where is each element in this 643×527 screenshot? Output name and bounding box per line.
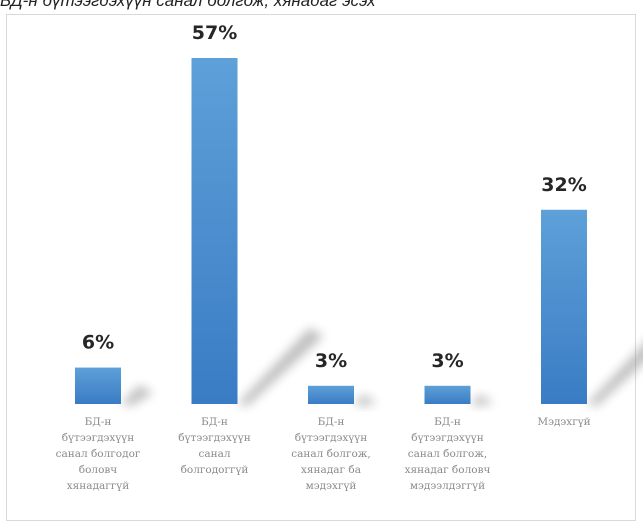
bar xyxy=(75,367,121,404)
category-label: БД-н бүтээгдэхүүн санал болгож, хянадаг ба м… xyxy=(291,416,371,492)
category-label: БД-н бүтээгдэхүүн санал болгодоггүй xyxy=(178,416,250,476)
category-label-line: санал xyxy=(198,448,230,460)
bar xyxy=(308,385,354,404)
category-label: БД-н бүтээгдэхүүн санал болгож, хянадаг бол… xyxy=(405,416,491,492)
category-label-line: боловч xyxy=(79,464,118,476)
data-label: 3% xyxy=(431,350,463,372)
category-label-line: мэдэхгүй xyxy=(306,480,357,492)
category-label: Мэдэхгүй xyxy=(537,416,590,428)
category-label-line: бүтээгдэхүүн xyxy=(295,432,367,444)
category-label-line: хянадаг ба xyxy=(301,464,361,476)
category-label-line: хянадаггүй xyxy=(67,480,129,492)
category-label-line: хянадаг боловч xyxy=(405,464,491,476)
category-label-line: бүтээгдэхүүн xyxy=(411,432,483,444)
category-label-line: санал болгож, xyxy=(408,448,488,460)
category-label-line: бүтээгдэхүүн xyxy=(178,432,250,444)
category-label-line: болгодоггүй xyxy=(181,464,249,476)
bar-shadow xyxy=(237,328,324,406)
data-label: 6% xyxy=(82,332,114,354)
category-label-line: Мэдэхгүй xyxy=(537,416,590,428)
category-label-line: санал болгож, xyxy=(291,448,371,460)
category-label-line: санал болгодог xyxy=(56,448,141,460)
category-label: БД-н бүтээгдэхүүн санал болгодог боловч хяна… xyxy=(56,416,141,492)
category-label-line: БД-н xyxy=(201,416,228,428)
category-label-line: мэдээлдэггүй xyxy=(410,480,485,492)
category-label-line: бүтээгдэхүүн xyxy=(62,432,134,444)
bar xyxy=(424,385,471,404)
chart-area xyxy=(6,14,636,521)
bar xyxy=(541,209,587,404)
data-label: 32% xyxy=(541,174,586,196)
category-label-line: БД-н xyxy=(85,416,112,428)
bar-shadow xyxy=(587,344,643,406)
bar-shadow xyxy=(470,394,494,406)
data-label: 3% xyxy=(315,350,347,372)
bar xyxy=(191,58,238,404)
data-label: 57% xyxy=(192,22,237,44)
category-label-line: БД-н xyxy=(318,416,345,428)
bar-shadow xyxy=(121,384,154,406)
category-label-line: БД-н xyxy=(434,416,461,428)
chart-title-fragment: БД-н бүтээгдэхүүн санал болгож, хянадаг … xyxy=(0,0,376,10)
bar-shadow xyxy=(354,394,378,406)
